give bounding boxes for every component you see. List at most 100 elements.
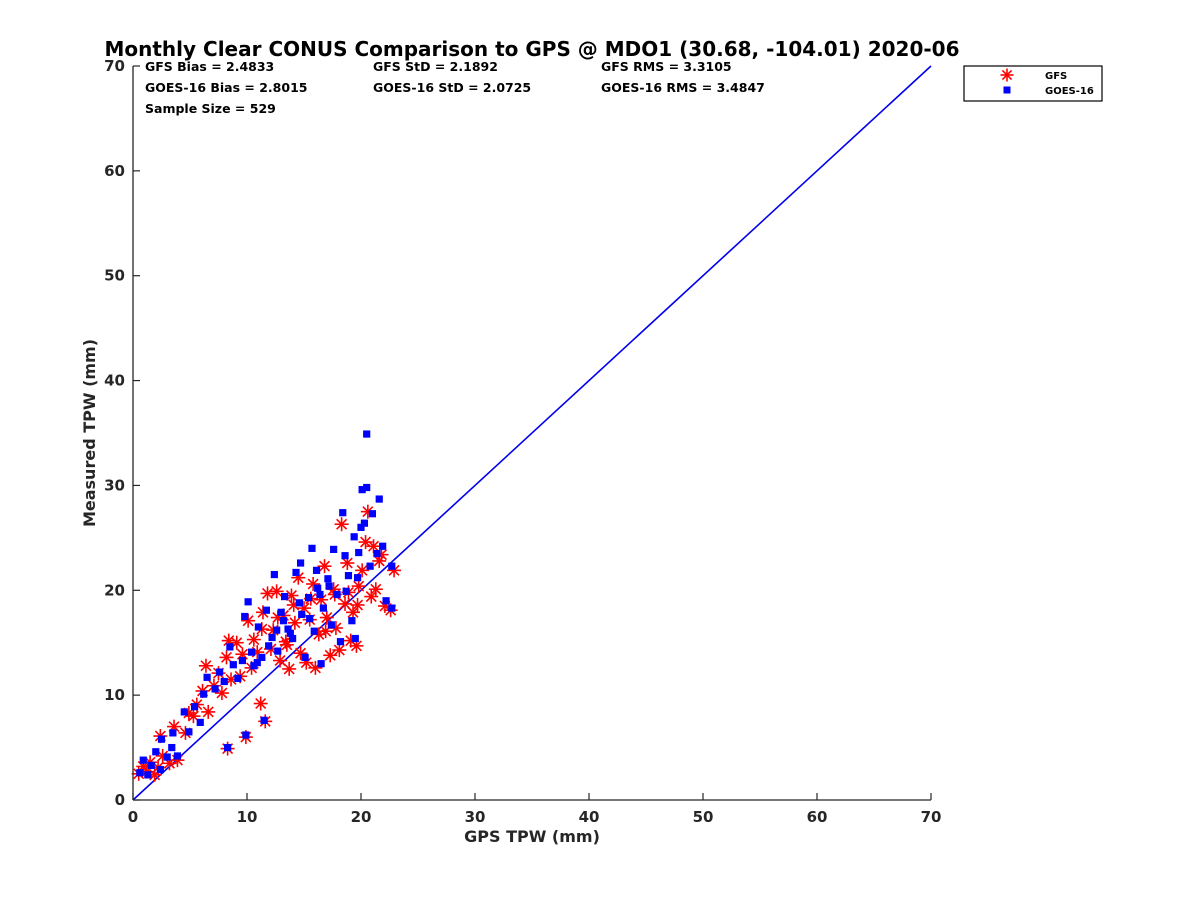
goes-16-point [229,661,237,669]
goes-16-point [355,548,363,557]
goes-16-point [180,708,188,716]
goes-16-point [351,634,359,643]
gfs-point [273,653,288,668]
y-tick-label: 10 [104,686,125,704]
goes-16-point [277,608,285,616]
goes-16-point [234,674,242,682]
axes [132,66,931,801]
goes-16-point [241,612,249,621]
goes-16-point [295,599,304,607]
goes-16-point [388,562,396,570]
goes-16-point [304,594,313,602]
goes-16-point [368,510,376,518]
goes-16-point [353,574,362,582]
y-ticks: 0 10 20 30 40 50 60 70 [104,57,140,809]
gfs-point [318,624,333,639]
goes-16-point [136,769,144,777]
stat-text: GFS Bias = 2.4833 [145,59,274,74]
stat-text: GFS RMS = 3.3105 [601,59,732,74]
gfs-point [246,632,261,647]
goes-16-point [324,575,332,583]
goes-16-point [301,653,309,661]
gfs-point [334,517,349,532]
gfs-point [323,648,338,663]
gfs-point [332,643,347,658]
goes-16-point [373,549,381,558]
gfs-point [351,579,366,594]
gfs-point [219,650,234,665]
goes-16-point [279,617,288,625]
goes-16-point [196,718,204,727]
goes-16-point [316,590,324,599]
goes-16-point [173,752,182,760]
stat-text: GOES-16 RMS = 3.4847 [601,80,765,95]
goes-16-point [258,653,266,661]
goes-16-point [357,523,365,531]
legend-gfs-marker [1000,68,1014,82]
goes-16-point [185,728,193,736]
goes-16-point [200,690,208,698]
gfs-point [198,658,213,673]
gfs-point [253,696,268,711]
y-tick-label: 20 [104,581,125,599]
y-tick-label: 50 [104,267,125,285]
goes-16-point [268,633,276,642]
one-to-one-line-layer [132,65,932,801]
y-tick-label: 60 [104,162,125,180]
goes-16-point [242,731,250,739]
goes-16-point [358,486,366,494]
goes-16-point [388,604,396,612]
gfs-point [269,584,284,599]
goes-16-point [348,617,356,625]
goes-16-point [163,753,171,761]
one-to-one-line [132,65,932,801]
goes-16-point [296,559,305,567]
x-tick-label: 40 [579,808,600,826]
goes-16-point [360,519,369,527]
x-tick-label: 60 [807,808,828,826]
y-tick-label: 40 [104,372,125,390]
y-axis-label: Measured TPW (mm) [80,339,99,527]
goes-16-point [286,629,294,637]
goes-16-point [339,509,347,517]
goes-16-point [344,572,353,580]
goes-16-point [319,604,327,612]
gfs-point [340,556,355,571]
gfs-point [350,597,365,612]
goes-16-point [366,562,374,570]
statistics-panel: GFS Bias = 2.4833 GFS StD = 2.1892 GFS RMS… [145,59,765,116]
stat-text: GOES-16 StD = 2.0725 [373,80,531,95]
goes-16-point [274,647,282,655]
x-tick-label: 50 [693,808,714,826]
legend-goes-16-label: GOES-16 [1045,86,1094,97]
gfs-point [201,704,216,719]
goes-16-point [144,771,152,779]
legend: GFS GOES-16 [963,65,1103,102]
goes-16-point [310,627,318,635]
goes-16-point [330,545,338,553]
goes-16-point [327,621,335,629]
goes-16-point [314,584,322,592]
goes-16-point [273,626,281,634]
goes-16-point [342,587,350,595]
goes-16-point [152,748,160,756]
x-tick-label: 70 [921,808,942,826]
goes-16-point [224,743,232,752]
chart-title: Monthly Clear CONUS Comparison to GPS @ … [104,37,959,61]
goes-16-point [312,566,321,574]
goes-16-point [292,568,300,577]
goes-16-point [375,495,383,503]
goes-16-point [216,668,224,676]
goes-16-point [379,542,387,550]
goes-16-point [254,623,262,631]
x-axis-label: GPS TPW (mm) [464,827,600,846]
gfs-point [364,589,379,604]
goes-16-point [284,625,292,633]
goes-16-point [306,614,314,623]
stat-text: GFS StD = 2.1892 [373,59,498,74]
goes-16-point [336,638,345,646]
goes-16-point [341,552,349,560]
goes-16-point [238,656,247,665]
goes-16-point [157,735,166,743]
goes-16-point [253,659,261,667]
